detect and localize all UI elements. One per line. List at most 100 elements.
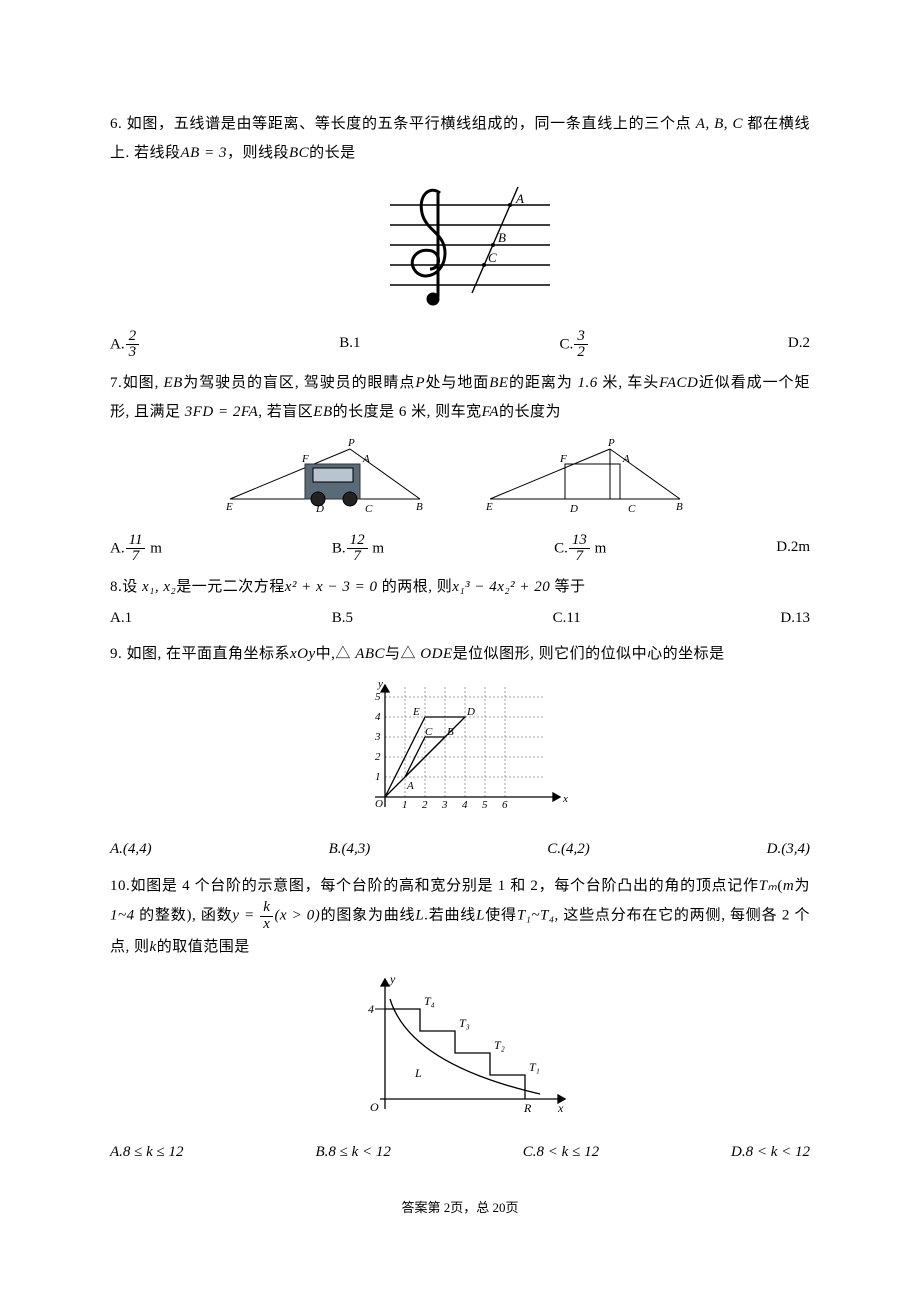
q6-figure: A B C: [110, 175, 810, 321]
q7-t9: 的长度为: [499, 404, 561, 420]
q9-options: A.(4,4) B.(4,3) C.(4,2) D.(3,4): [110, 835, 810, 864]
q7-fa: FA: [482, 404, 499, 420]
q10-t6: .若曲线: [424, 908, 476, 924]
q9-D: D: [466, 706, 475, 718]
q8-opt-a: A.1: [110, 604, 132, 633]
q8-t3: 的两根, 则: [377, 579, 452, 595]
q9-tx1: 1: [402, 799, 408, 811]
q10-4: 4: [368, 1002, 374, 1016]
q6a-d: 3: [126, 345, 140, 361]
q6-opt-b: B.1: [339, 329, 360, 362]
q7-eb2: EB: [313, 404, 332, 420]
q7-dist: 1.6: [577, 375, 597, 391]
q10-opt-d: D.8 < k < 12: [731, 1138, 810, 1167]
q6-label-a: A: [515, 191, 524, 206]
q9-figure: O x y 1 2 3 4 5 6 1 2 3 4 5 A B C D E: [110, 677, 810, 828]
q7l-f1: F: [301, 453, 309, 465]
q10-t5: 的图象为曲线: [320, 908, 415, 924]
q9-text: 9. 如图, 在平面直角坐标系xOy中,△ ABC与△ ODE是位似图形, 则它…: [110, 640, 810, 669]
q9-tx6: 6: [502, 799, 508, 811]
question-10: 10.如图是 4 个台阶的示意图，每个台阶的高和宽分别是 1 和 2，每个台阶凸…: [110, 872, 810, 1167]
q7-t3: 处与地面: [425, 375, 489, 391]
q9-opt-b: B.(4,3): [329, 835, 371, 864]
q7a-d: 7: [126, 549, 146, 565]
q10-kk: k: [150, 939, 157, 955]
q10-opt-b: B.8 ≤ k < 12: [315, 1138, 390, 1167]
q7-opt-c: C.137 m: [554, 533, 606, 566]
q6a-pre: A.: [110, 336, 125, 352]
question-8: 8.设 x₁, x₂是一元二次方程x² + x − 3 = 0 的两根, 则x₁…: [110, 573, 810, 632]
q9-tx5: 5: [482, 799, 488, 811]
q7l-f2: F: [559, 453, 567, 465]
q10-T2: T₂: [494, 1038, 505, 1052]
q8-text: 8.设 x₁, x₂是一元二次方程x² + x − 3 = 0 的两根, 则x₁…: [110, 573, 810, 602]
q6a-n: 2: [126, 329, 140, 346]
q8-options: A.1 B.5 C.11 D.13: [110, 604, 810, 633]
q7-opt-d: D.2m: [776, 533, 810, 566]
q10-L: L: [415, 908, 424, 924]
q9-C: C: [425, 726, 433, 738]
page-footer: 答案第 2页，总 20页: [110, 1196, 810, 1221]
q10-t1: 10.如图是 4 个台阶的示意图，每个台阶的高和宽分别是 1 和 2，每个台阶凸…: [110, 878, 759, 894]
q7l-a1: A: [362, 453, 370, 465]
q6-ab: AB = 3: [181, 145, 227, 161]
q7b-d: 7: [347, 549, 368, 565]
q10-L2: L: [476, 908, 485, 924]
q8-eq1: x² + x − 3 = 0: [285, 579, 378, 595]
q9-t3: 与△: [385, 646, 420, 662]
q6-opt-d: D.2: [788, 329, 810, 362]
q7c-d: 7: [569, 549, 590, 565]
q6-opt-a: A.23: [110, 329, 140, 362]
q6c-pre: C.: [560, 336, 574, 352]
q7-t8: 的长度是 6 米, 则车宽: [333, 404, 482, 420]
q6-text: 6. 如图，五线谱是由等距离、等长度的五条平行横线组成的，同一条直线上的三个点 …: [110, 110, 810, 167]
q10-t7: 使得: [485, 908, 517, 924]
q7-t5: 米, 车头: [598, 375, 659, 391]
q9-opt-d: D.(3,4): [767, 835, 810, 864]
q6-t3: ，则线段: [227, 145, 289, 161]
q9-ty3: 3: [374, 731, 381, 743]
q7-facd: FACD: [659, 375, 698, 391]
q6-abc: A, B, C: [696, 116, 743, 132]
q9-y: y: [377, 678, 383, 690]
q7-t7: , 若盲区: [258, 404, 313, 420]
q10-opt-c: C.8 < k ≤ 12: [523, 1138, 599, 1167]
q8-opt-b: B.5: [332, 604, 353, 633]
q10-O: O: [370, 1100, 379, 1114]
q10-tr: T₁~T₄: [517, 908, 555, 924]
q7-t1: 7.如图,: [110, 375, 164, 391]
q7-opt-b: B.127 m: [332, 533, 384, 566]
q7-eq: 3FD = 2FA: [185, 404, 259, 420]
q7l-c2: C: [628, 503, 636, 514]
q10-t4: 的整数), 函数: [135, 908, 233, 924]
q6c-n: 3: [574, 329, 588, 346]
q7l-p2: P: [607, 437, 615, 449]
q7-options: A.117 m B.127 m C.137 m D.2m: [110, 533, 810, 566]
question-6: 6. 如图，五线谱是由等距离、等长度的五条平行横线组成的，同一条直线上的三个点 …: [110, 110, 810, 361]
q7-be: BE: [489, 375, 508, 391]
q10-figure: 4 O x y R L T₄ T₃ T₂ T₁: [110, 969, 810, 1130]
q10-Llbl: L: [414, 1066, 422, 1080]
q7-text: 7.如图, EB为驾驶员的盲区, 驾驶员的眼睛点P处与地面BE的距离为 1.6 …: [110, 369, 810, 426]
q9-O: O: [375, 798, 383, 810]
q7c-p: C.: [554, 540, 568, 556]
q6-t1: 6. 如图，五线谱是由等距离、等长度的五条平行横线组成的，同一条直线上的三个点: [110, 116, 696, 132]
q9-xoy: xOy: [290, 646, 316, 662]
q9-t2: 中,△: [316, 646, 356, 662]
q7l-d2: D: [569, 503, 578, 514]
q9-tx3: 3: [441, 799, 448, 811]
q7a-p: A.: [110, 540, 125, 556]
q10-k: k: [260, 900, 273, 917]
q7-t2: 为驾驶员的盲区, 驾驶员的眼睛点: [183, 375, 416, 391]
q10-opt-a: A.8 ≤ k ≤ 12: [110, 1138, 184, 1167]
q9-tx4: 4: [462, 799, 468, 811]
q7-figure: P F A E D C B P F A E D: [110, 434, 810, 525]
q9-E: E: [412, 706, 420, 718]
q6-opt-c: C.32: [560, 329, 589, 362]
q10-yaxis: y: [389, 972, 396, 986]
q10-rng: 1~4: [110, 908, 135, 924]
q10-options: A.8 ≤ k ≤ 12 B.8 ≤ k < 12 C.8 < k ≤ 12 D…: [110, 1138, 810, 1167]
q10-text: 10.如图是 4 个台阶的示意图，每个台阶的高和宽分别是 1 和 2，每个台阶凸…: [110, 872, 810, 962]
q9-ty5: 5: [375, 691, 381, 703]
q6-label-b: B: [498, 230, 506, 245]
